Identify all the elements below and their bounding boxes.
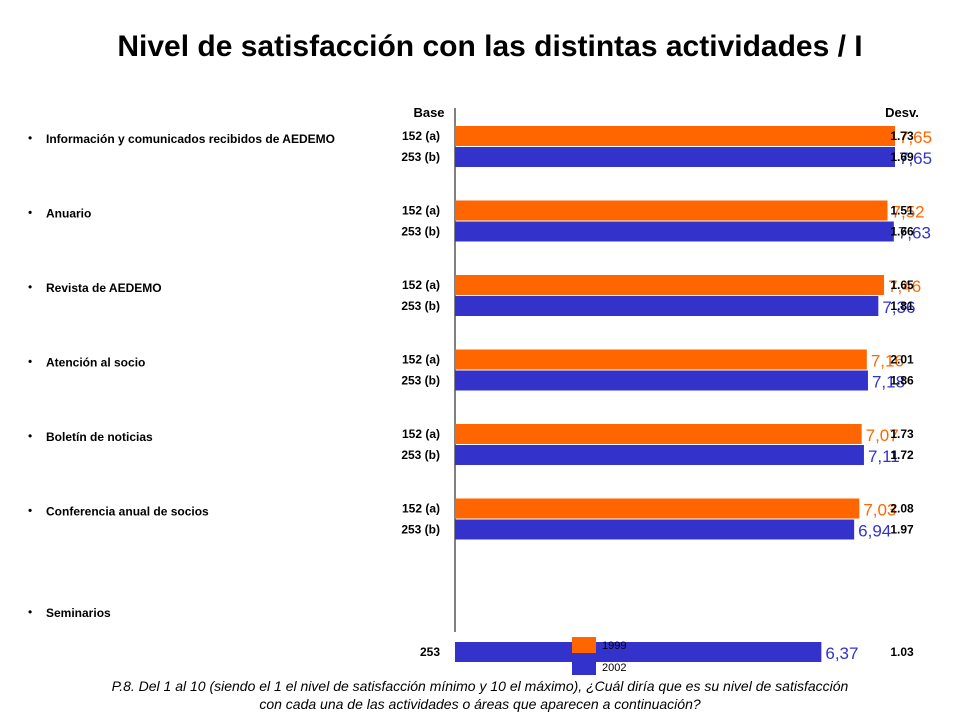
desv-label: 1.65 [890, 278, 914, 292]
bar-value-label: 7,52 [892, 203, 925, 222]
legend-swatch-1999 [572, 637, 596, 653]
category-bullet: • [28, 206, 32, 220]
desv-label: 2.08 [890, 502, 914, 516]
bar-1999 [455, 498, 860, 519]
category-label: Boletín de noticias [46, 430, 153, 444]
desv-label: 1.73 [890, 427, 914, 441]
base-label: 152 (a) [402, 427, 440, 441]
bar-value-label: 7,16 [871, 352, 904, 371]
legend-swatch-2002 [572, 659, 596, 675]
base-label: 253 (b) [401, 299, 440, 313]
desv-label: 2.01 [890, 353, 914, 367]
category-label: Conferencia anual de socios [46, 505, 209, 519]
category-bullet: • [28, 131, 32, 145]
base-label: 253 (b) [401, 448, 440, 462]
bar-1999 [455, 349, 867, 370]
base-label: 253 (b) [401, 523, 440, 537]
caption-line-2: con cada una de las actividades o áreas … [259, 696, 701, 712]
desv-label: 1.69 [890, 150, 914, 164]
question-caption: P.8. Del 1 al 10 (siendo el 1 el nivel d… [40, 677, 920, 713]
category-label: Información y comunicados recibidos de A… [46, 132, 335, 146]
base-label: 152 (a) [402, 278, 440, 292]
category-label: Revista de AEDEMO [46, 281, 162, 295]
bar-value-label: 7,65 [899, 128, 932, 147]
desv-label: 1.03 [890, 645, 914, 659]
bar-2002 [455, 642, 822, 662]
base-label: 253 (b) [401, 374, 440, 388]
bar-value-label: 6,94 [858, 522, 891, 541]
bar-1999 [455, 200, 888, 221]
desv-label: 1.66 [890, 225, 914, 239]
base-label: 152 (a) [402, 204, 440, 218]
bar-2002 [455, 221, 894, 242]
base-label: 253 (b) [401, 225, 440, 239]
legend-label: 1999 [602, 640, 626, 652]
bar-value-label: 7,63 [898, 224, 931, 243]
base-label: 152 (a) [402, 129, 440, 143]
desv-label: 1.81 [890, 299, 914, 313]
bar-value-label: 7,03 [863, 501, 896, 520]
category-bullet: • [28, 429, 32, 443]
category-label: Anuario [46, 207, 91, 221]
category-bullet: • [28, 605, 32, 619]
bar-value-label: 7,18 [872, 373, 905, 392]
bar-1999 [455, 126, 895, 146]
desv-label: 1.97 [890, 523, 914, 537]
bar-value-label: 7,07 [866, 426, 899, 445]
bar-2002 [455, 519, 855, 540]
bar-2002 [455, 445, 864, 465]
base-header: Base [413, 105, 444, 120]
category-label: Atención al socio [46, 356, 145, 370]
bar-value-label: 7,65 [899, 149, 932, 168]
bar-2002 [455, 147, 895, 167]
legend-label: 2002 [602, 662, 626, 674]
desv-label: 1.86 [890, 374, 914, 388]
base-label: 253 (b) [401, 150, 440, 164]
base-label: 253 [420, 645, 440, 659]
bar-1999 [455, 275, 885, 295]
chart-title: Nivel de satisfacción con las distintas … [117, 30, 863, 63]
base-label: 152 (a) [402, 353, 440, 367]
category-bullet: • [28, 504, 32, 518]
base-label: 152 (a) [402, 502, 440, 516]
desv-label: 1.73 [890, 129, 914, 143]
desv-header: Desv. [885, 105, 919, 120]
caption-line-1: P.8. Del 1 al 10 (siendo el 1 el nivel d… [111, 678, 849, 694]
bar-value-label: 7,46 [888, 277, 921, 296]
desv-label: 1.72 [890, 448, 914, 462]
category-bullet: • [28, 355, 32, 369]
bar-1999 [455, 424, 862, 444]
bar-2002 [455, 296, 879, 316]
category-label: Seminarios [46, 606, 111, 620]
category-bullet: • [28, 280, 32, 294]
bar-value-label: 7,11 [868, 447, 900, 466]
bar-value-label: 7,36 [882, 298, 915, 317]
bar-2002 [455, 370, 868, 391]
bar-value-label: 6,37 [825, 644, 858, 663]
desv-label: 1.51 [890, 204, 914, 218]
